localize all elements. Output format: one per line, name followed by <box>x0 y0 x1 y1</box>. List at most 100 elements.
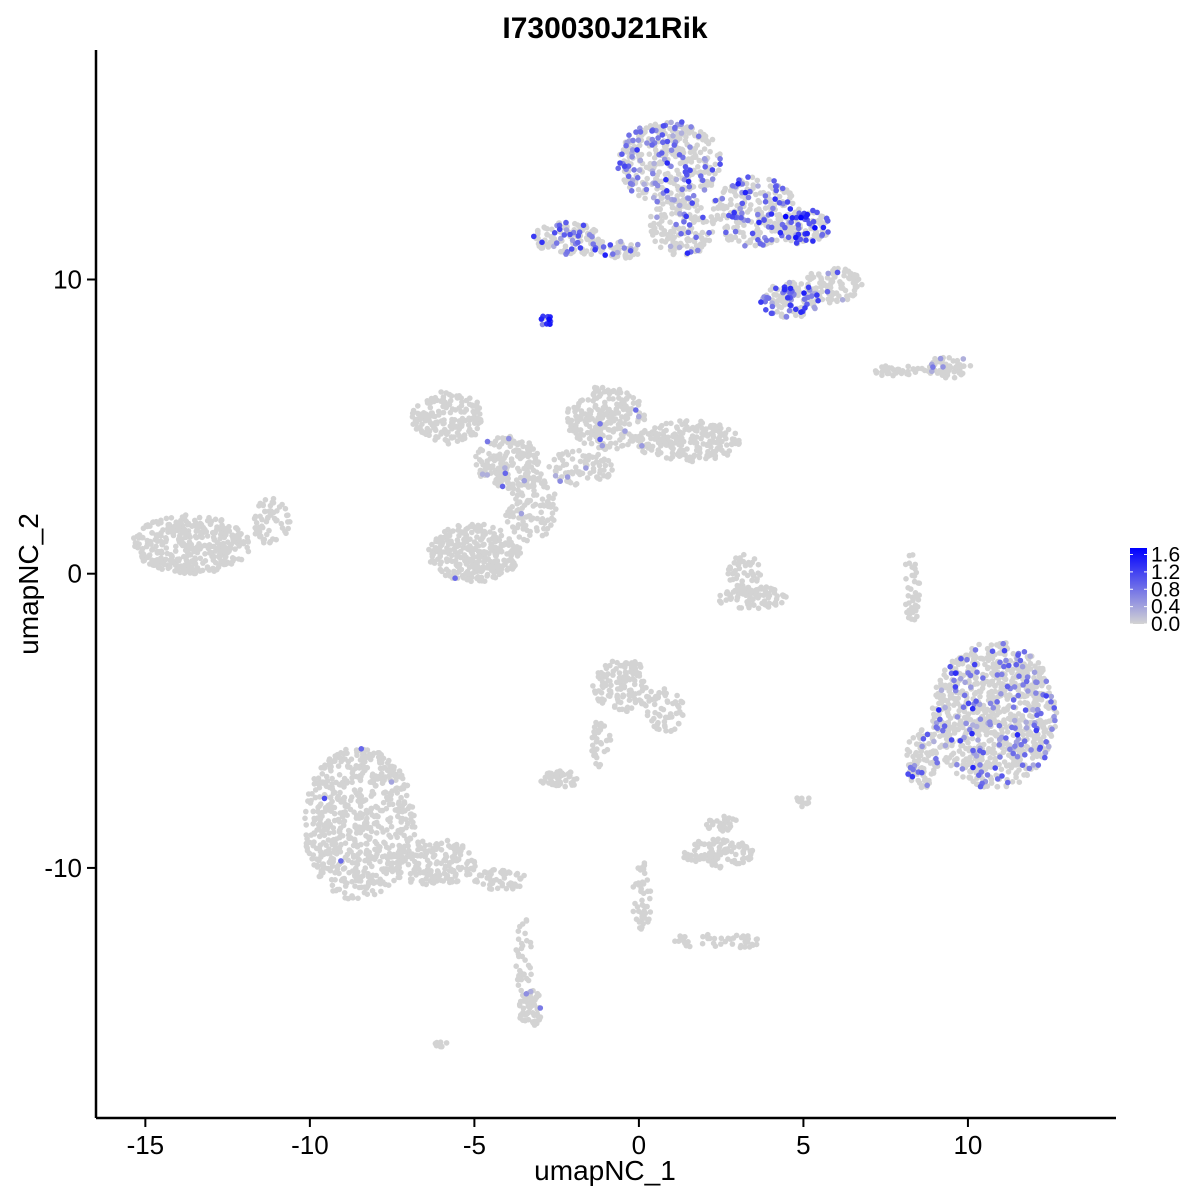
data-point <box>454 438 461 445</box>
data-point <box>989 693 996 699</box>
data-point <box>305 791 312 797</box>
data-point <box>267 538 274 545</box>
data-point <box>438 559 445 565</box>
data-point <box>819 288 825 295</box>
data-point <box>411 831 418 838</box>
data-point <box>518 987 524 994</box>
data-point <box>755 197 761 204</box>
data-point <box>779 599 785 606</box>
data-point <box>608 462 614 468</box>
data-point <box>525 498 532 505</box>
data-point <box>911 616 918 623</box>
data-point <box>686 130 693 136</box>
data-point <box>914 604 921 610</box>
data-point <box>404 836 410 843</box>
data-point <box>664 699 671 705</box>
data-point <box>606 434 613 441</box>
data-point <box>598 669 604 676</box>
data-point <box>285 512 291 518</box>
data-point <box>446 860 453 866</box>
data-point <box>391 877 397 884</box>
data-point <box>953 700 959 706</box>
data-point <box>562 243 569 249</box>
data-point <box>527 513 533 519</box>
data-point <box>270 500 277 506</box>
data-point <box>585 397 591 403</box>
data-point <box>303 843 310 850</box>
data-point <box>303 808 309 815</box>
data-point <box>217 535 223 542</box>
data-point <box>525 977 532 984</box>
data-point <box>660 231 667 237</box>
data-point <box>504 478 511 485</box>
data-point <box>335 816 342 823</box>
data-point <box>582 458 588 465</box>
data-point <box>433 545 439 551</box>
data-point <box>322 865 328 871</box>
data-point <box>544 525 551 532</box>
data-point <box>513 872 520 878</box>
data-point <box>520 522 527 529</box>
data-point <box>388 863 395 869</box>
data-point <box>1048 733 1055 739</box>
data-point <box>503 885 510 892</box>
data-point <box>525 1016 532 1023</box>
data-point <box>274 517 280 524</box>
data-point <box>590 461 596 467</box>
data-point <box>755 561 762 568</box>
data-point <box>674 692 680 699</box>
data-point <box>676 441 682 448</box>
data-point <box>847 292 854 298</box>
data-point <box>530 467 537 474</box>
data-point <box>336 827 343 834</box>
data-point <box>650 223 657 230</box>
data-point <box>984 706 990 713</box>
data-point <box>513 963 519 969</box>
data-point <box>394 867 400 873</box>
data-point <box>159 566 165 572</box>
data-point <box>335 793 342 800</box>
data-point <box>569 470 576 477</box>
data-point <box>904 752 910 758</box>
data-point <box>396 874 403 881</box>
data-point <box>972 675 979 682</box>
data-point <box>336 772 343 778</box>
data-point <box>316 857 322 864</box>
data-point <box>528 971 534 978</box>
data-point <box>443 404 450 411</box>
data-point <box>903 576 909 582</box>
data-point <box>678 452 685 458</box>
data-point <box>622 664 628 670</box>
data-point <box>699 229 706 236</box>
data-point <box>965 757 971 763</box>
data-point <box>487 529 493 535</box>
data-point <box>595 696 601 702</box>
data-point <box>408 816 414 823</box>
data-point <box>475 548 482 555</box>
data-point <box>513 477 520 483</box>
data-point <box>325 762 332 768</box>
data-point <box>350 768 356 774</box>
data-point <box>551 491 558 498</box>
data-point <box>960 363 966 370</box>
data-point <box>534 461 541 468</box>
data-point <box>949 658 956 665</box>
data-point <box>323 842 330 848</box>
data-point <box>514 501 520 507</box>
data-point <box>455 542 462 549</box>
data-point <box>954 357 961 364</box>
data-point <box>597 476 603 482</box>
data-point <box>476 872 483 879</box>
data-point <box>1043 719 1049 725</box>
data-point <box>192 547 198 554</box>
data-point <box>710 217 717 224</box>
data-point <box>705 448 711 455</box>
data-point <box>203 528 210 535</box>
data-point <box>373 773 379 779</box>
data-point <box>493 470 499 477</box>
data-point <box>349 779 355 786</box>
data-point <box>632 691 639 697</box>
data-point <box>371 856 378 863</box>
data-point <box>363 885 370 891</box>
data-point <box>161 561 168 568</box>
